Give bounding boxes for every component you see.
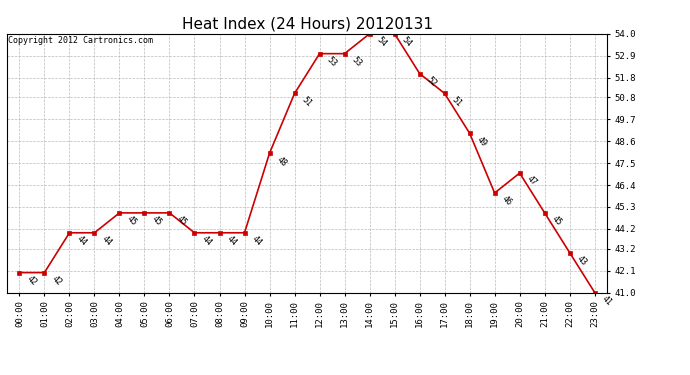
Text: 51: 51 bbox=[450, 95, 464, 108]
Text: 44: 44 bbox=[75, 234, 88, 248]
Text: 53: 53 bbox=[325, 55, 339, 69]
Text: 54: 54 bbox=[400, 35, 413, 49]
Text: Copyright 2012 Cartronics.com: Copyright 2012 Cartronics.com bbox=[8, 36, 153, 45]
Title: Heat Index (24 Hours) 20120131: Heat Index (24 Hours) 20120131 bbox=[181, 16, 433, 31]
Text: 45: 45 bbox=[550, 214, 564, 228]
Text: 49: 49 bbox=[475, 135, 489, 148]
Text: 42: 42 bbox=[50, 274, 63, 287]
Text: 48: 48 bbox=[275, 154, 288, 168]
Text: 46: 46 bbox=[500, 194, 513, 208]
Text: 43: 43 bbox=[575, 254, 589, 267]
Text: 41: 41 bbox=[600, 294, 613, 307]
Text: 44: 44 bbox=[225, 234, 239, 248]
Text: 53: 53 bbox=[350, 55, 364, 69]
Text: 45: 45 bbox=[150, 214, 164, 228]
Text: 54: 54 bbox=[375, 35, 388, 49]
Text: 45: 45 bbox=[125, 214, 139, 228]
Text: 51: 51 bbox=[300, 95, 313, 108]
Text: 42: 42 bbox=[25, 274, 39, 287]
Text: 47: 47 bbox=[525, 174, 539, 188]
Text: 45: 45 bbox=[175, 214, 188, 228]
Text: 44: 44 bbox=[100, 234, 113, 248]
Text: 44: 44 bbox=[200, 234, 213, 248]
Text: 52: 52 bbox=[425, 75, 439, 88]
Text: 44: 44 bbox=[250, 234, 264, 248]
